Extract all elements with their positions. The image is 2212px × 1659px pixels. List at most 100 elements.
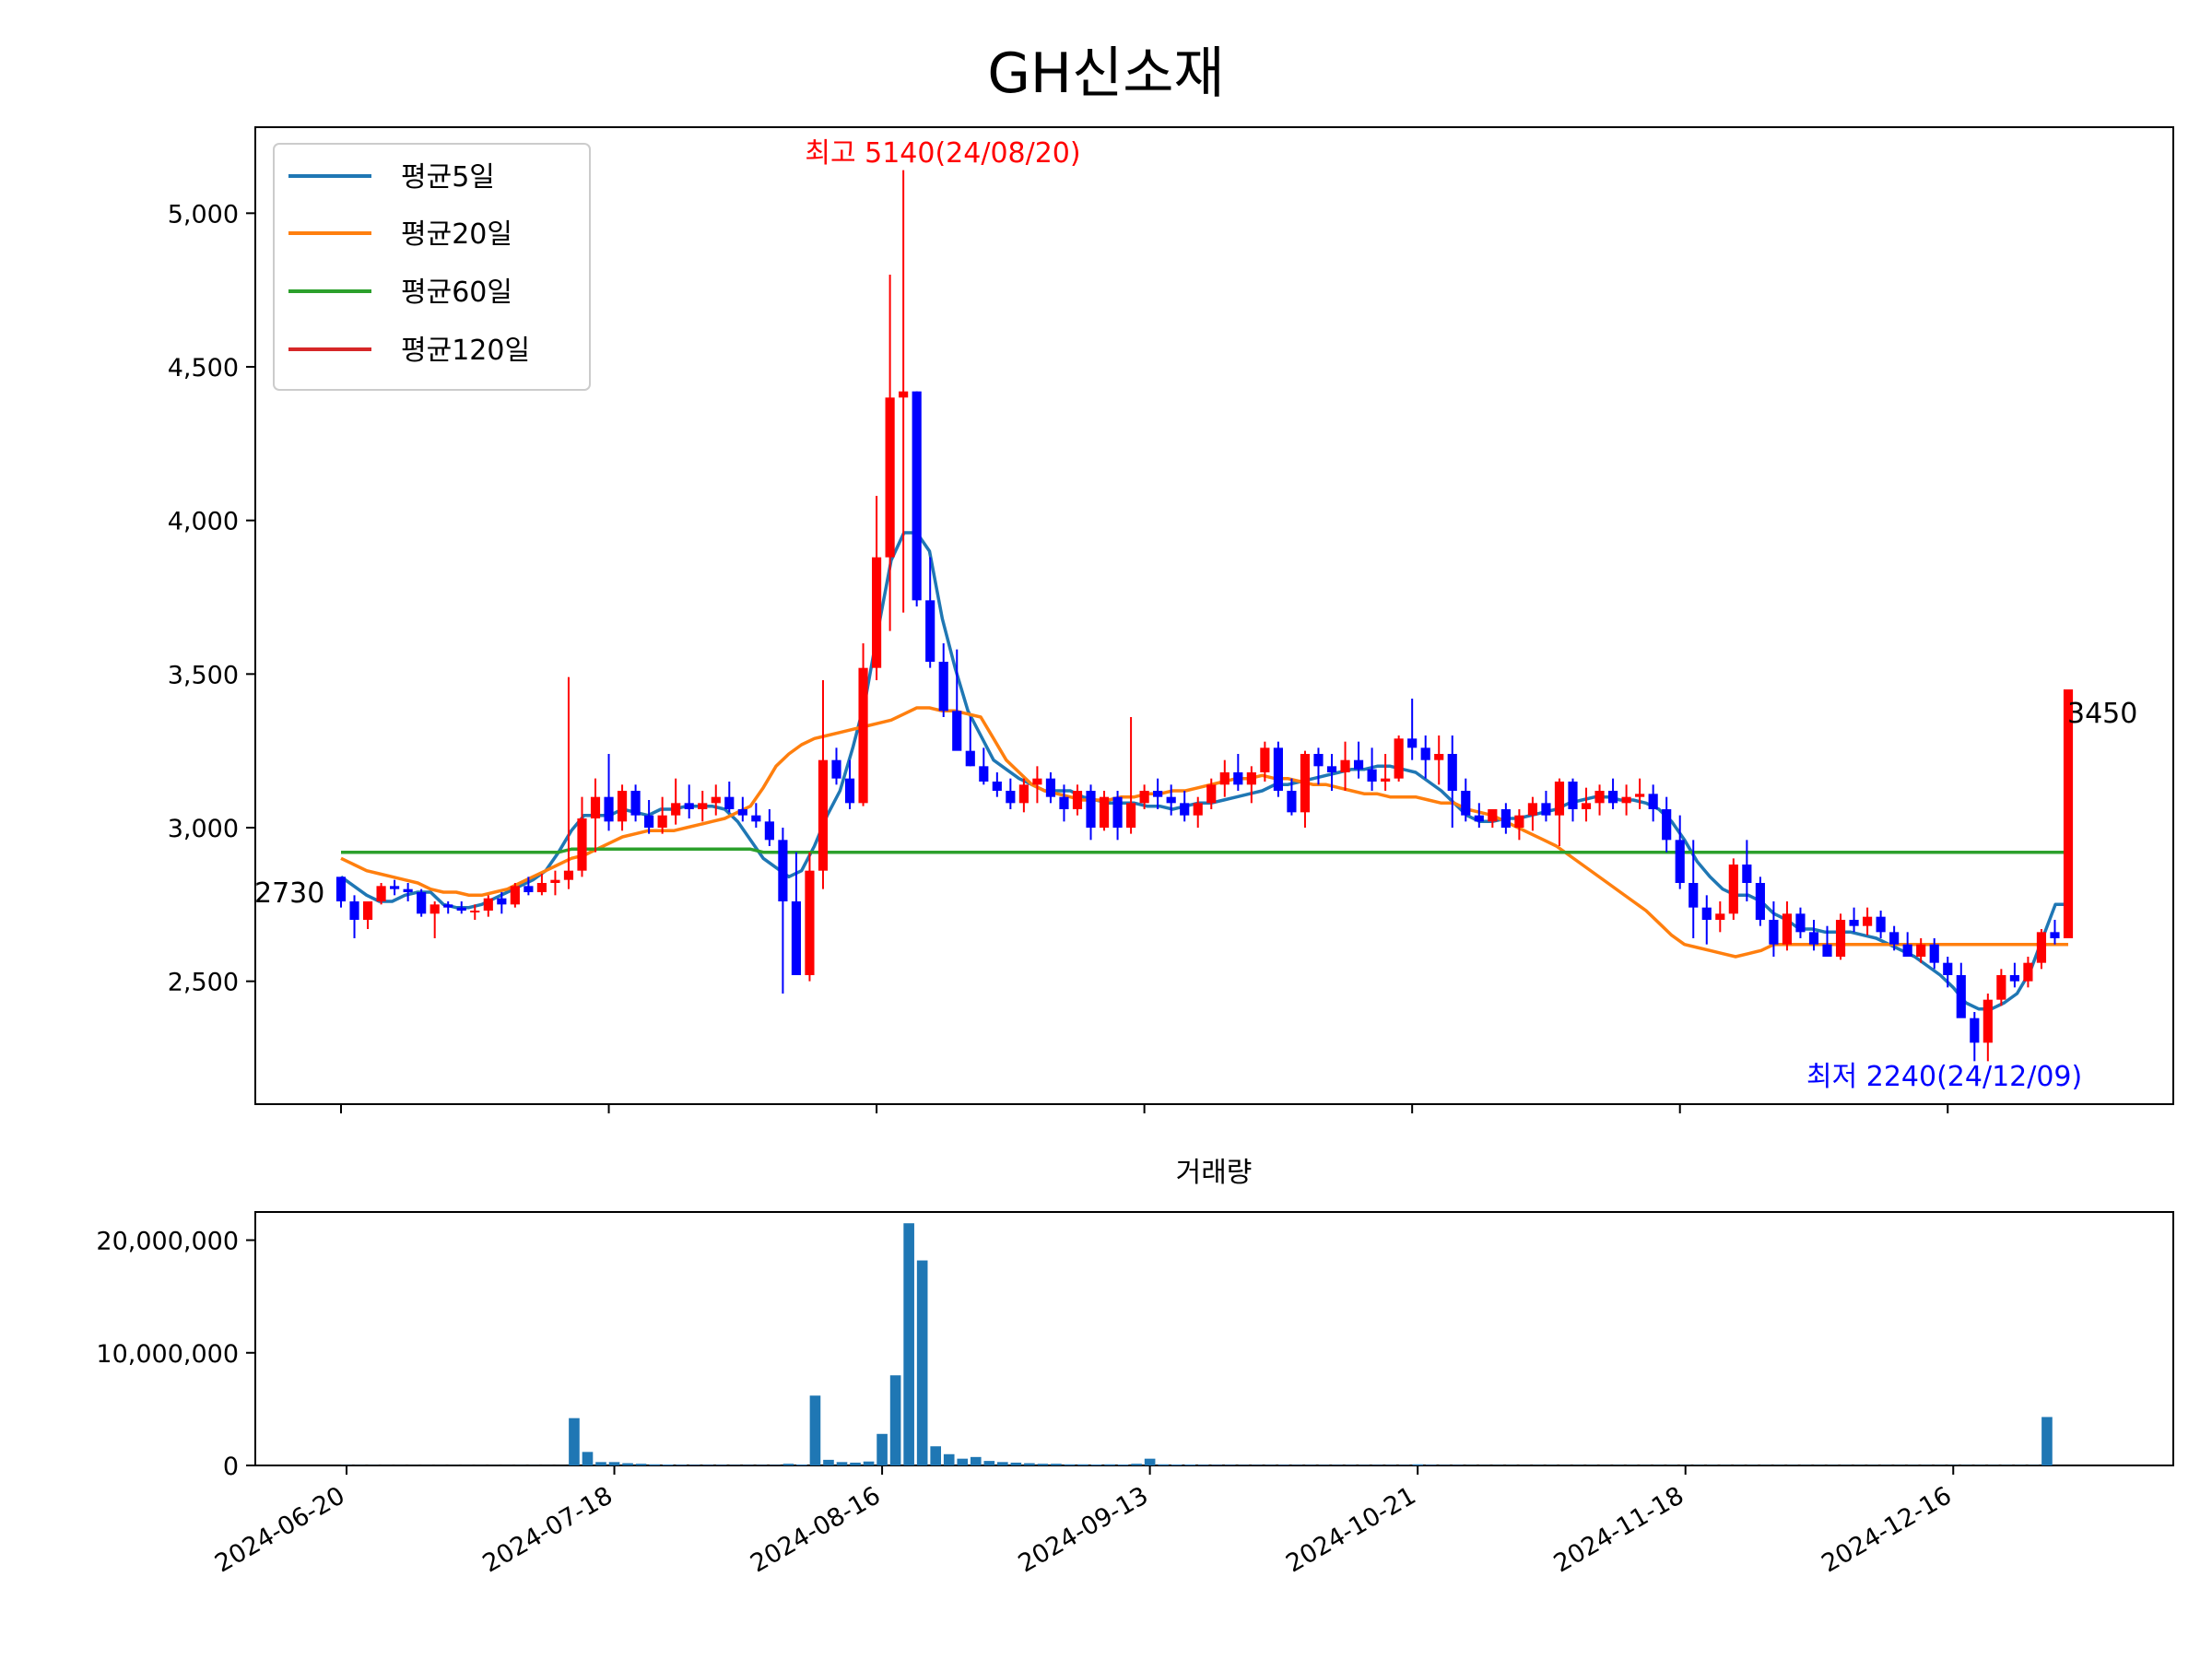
- candle-body: [912, 391, 922, 601]
- candle-body: [390, 886, 400, 889]
- price-x-axis: [340, 1104, 1949, 1113]
- candle-body: [1701, 907, 1712, 920]
- volume-y-tick-label: 10,000,000: [96, 1340, 239, 1369]
- candle-body: [1219, 772, 1230, 785]
- candle-body: [1782, 913, 1793, 945]
- candle-body: [899, 391, 909, 398]
- volume-bar: [970, 1456, 982, 1465]
- candle-body: [1581, 803, 1592, 809]
- candle-body: [818, 759, 829, 871]
- price-y-tick-label: 3,000: [168, 815, 239, 843]
- ma-line-2: [341, 847, 2068, 854]
- candle-body: [1180, 803, 1190, 816]
- candle-body: [497, 898, 507, 905]
- candle-body: [1488, 809, 1498, 822]
- candle-body: [1889, 932, 1900, 945]
- candle-body: [1300, 754, 1311, 813]
- date-tick-label: 2024-08-16: [746, 1481, 885, 1578]
- candle-body: [1461, 791, 1471, 816]
- first-close-label: 2730: [254, 877, 324, 910]
- candle-body: [376, 886, 386, 901]
- candle-body: [483, 898, 493, 911]
- candle-body: [335, 877, 347, 901]
- date-tick-label: 2024-07-18: [478, 1481, 618, 1578]
- candle-body: [858, 667, 868, 804]
- legend-box: [273, 143, 591, 391]
- high-annotation: 최고 5140(24/08/20): [805, 137, 1080, 170]
- legend: 평균5일 평균20일 평균60일 평균120일: [273, 143, 591, 391]
- candle-body: [952, 711, 962, 751]
- volume-bar: [1037, 1464, 1049, 1465]
- volume-bar: [863, 1461, 875, 1465]
- price-y-axis: 2,500 3,000 3,500 4,000 4,500 5,000: [168, 200, 255, 997]
- candle-body: [550, 879, 560, 883]
- volume-bar: [569, 1418, 580, 1465]
- candle-body: [805, 870, 815, 975]
- candle-body: [938, 662, 948, 712]
- candle-body: [751, 815, 761, 822]
- candle-body: [1902, 944, 1912, 957]
- volume-bar: [823, 1459, 834, 1465]
- price-panel: 2,500 3,000 3,500 4,000 4,500 5,000 최고 5140(2…: [168, 126, 2174, 1113]
- volume-title: 거래량: [1176, 1157, 1253, 1189]
- candle-body: [403, 888, 413, 892]
- legend-label-ma120: 평균120일: [401, 335, 530, 367]
- candle-body: [778, 840, 788, 901]
- candle-body: [1045, 778, 1056, 797]
- candle-body: [1675, 840, 1685, 883]
- candle-body: [1287, 791, 1297, 813]
- candle-body: [1326, 766, 1337, 772]
- candle-body: [1099, 796, 1110, 828]
- candle-body: [1742, 865, 1752, 883]
- date-tick-label: 2024-10-21: [1281, 1481, 1420, 1578]
- candle-body: [1635, 794, 1645, 797]
- volume-bar: [836, 1462, 848, 1465]
- volume-y-tick-label: 20,000,000: [96, 1228, 239, 1256]
- candle-body: [737, 809, 747, 816]
- candle-body: [362, 901, 373, 920]
- candle-body: [1956, 975, 1966, 1018]
- candle-body: [630, 791, 641, 816]
- legend-label-ma20: 평균20일: [401, 218, 512, 251]
- candle-body: [1795, 913, 1806, 933]
- candle-body: [1621, 796, 1631, 804]
- candle-body: [429, 904, 440, 914]
- candle-body: [1126, 803, 1136, 828]
- volume-y-tick-label: 0: [223, 1453, 239, 1481]
- price-y-tick-label: 3,500: [168, 661, 239, 689]
- candle-body: [1340, 759, 1350, 772]
- candle-body: [1594, 791, 1605, 804]
- price-y-tick-label: 2,500: [168, 969, 239, 997]
- last-close-label: 3450: [2067, 698, 2137, 730]
- candle-body: [1835, 920, 1846, 957]
- candle-body: [1447, 754, 1457, 791]
- ma-line-1: [340, 706, 2068, 959]
- volume-plot-area: [254, 1211, 2174, 1466]
- volume-bar: [635, 1464, 647, 1465]
- candle-body: [1420, 747, 1430, 760]
- candle-body: [979, 766, 989, 782]
- volume-bar: [930, 1446, 942, 1465]
- date-tick-label: 2024-06-20: [210, 1481, 349, 1578]
- chart-title: GH신소재: [987, 41, 1224, 106]
- candle-body: [1970, 1018, 1980, 1043]
- candle-body: [590, 796, 601, 818]
- candle-body: [417, 892, 427, 914]
- candle-body: [844, 778, 855, 804]
- volume-bar: [582, 1452, 594, 1465]
- candle-body: [1863, 916, 1873, 926]
- candle-body: [1541, 803, 1551, 816]
- candle-body: [617, 791, 628, 822]
- candle-body: [1514, 815, 1524, 828]
- candle-body: [1662, 809, 1672, 841]
- candle-body: [1112, 796, 1123, 828]
- candle-body: [644, 815, 654, 828]
- volume-bar: [622, 1463, 633, 1465]
- candle-body: [1996, 975, 2006, 1000]
- candle-body: [965, 750, 975, 767]
- candle-body: [2036, 932, 2047, 963]
- candle-body: [1929, 944, 1939, 963]
- low-annotation: 최저 2240(24/12/09): [1806, 1061, 2082, 1093]
- candle-body: [2023, 962, 2033, 982]
- legend-label-ma60: 평균60일: [401, 276, 512, 309]
